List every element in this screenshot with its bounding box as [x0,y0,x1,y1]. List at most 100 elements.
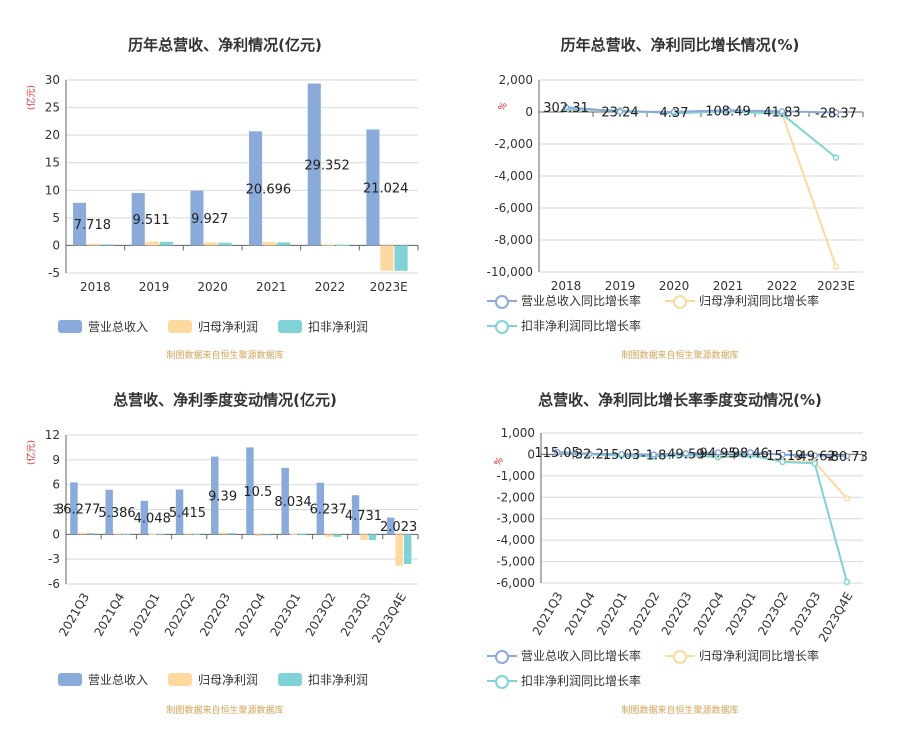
bar-chart-annual: -5 0 5 10 15 20 25 30 2018 2019 2020 2021 2022 2023E 7… [45,73,419,294]
y-tick-label: -6,000 [494,201,533,215]
legend-item-nonrecurring[interactable]: 扣非净利润 [278,318,368,335]
chart-title: 总营收、净利季度变动情况(亿元) [113,391,337,409]
bar-net-profit [321,244,335,246]
bar-net-profit [204,242,218,246]
y-tick-label: 10 [45,183,60,197]
chart-panel-quarterly-growth: 总营收、净利同比增长率季度变动情况(%) % -6,000 -5,000 -4,00… [453,385,907,730]
x-tick-label: 2021Q3 [56,591,92,639]
bar-revenue [190,190,204,246]
x-tick-label: 2018 [80,280,111,294]
x-tick-label: 2019 [605,279,636,293]
line-chart-annual-growth: -10,000 -8,000 -6,000 -4,000 -2,000 0 2,000 201… [487,73,864,293]
bar-nonrecurring [87,533,95,535]
data-label: 6.237 [310,503,347,518]
bar-revenue [175,489,184,535]
bar-revenue [387,517,395,535]
x-tick-label: 2021Q4 [91,591,127,639]
data-label: 108.49 [705,104,751,119]
data-point [832,154,840,161]
legend-label: 营业总收入 [88,673,149,687]
legend-item-nonrecurring-growth[interactable]: 扣非净利润同比增长率 [487,317,641,334]
data-label: 9.39 [208,489,237,504]
legend-item-net-profit[interactable]: 归母净利润 [168,318,258,335]
source-note: 制图数据来自恒生聚源数据库 [621,706,739,716]
line-chart-quarterly-growth: -6,000 -5,000 -4,000 -3,000 -2,000 -1,000 0 1,0… [496,426,868,644]
data-point [832,109,840,116]
legend-label: 归母净利润同比增长率 [699,294,820,308]
legend-item-revenue[interactable]: 营业总收入 [58,318,148,335]
y-tick-label: -5,000 [496,555,535,569]
x-tick-label: 2023Q1 [723,590,759,638]
data-label: 29.352 [304,159,350,174]
data-label: 10.5 [243,485,272,500]
series-line-net-profit [565,108,837,267]
data-point [650,451,657,458]
x-tick-label: 2023Q2 [755,590,791,638]
data-point [843,452,851,460]
y-tick-label: 15 [45,156,60,170]
legend-swatch [487,294,517,309]
x-tick-label: 2023Q3 [338,591,374,639]
data-point [618,450,625,458]
y-tick-label: 12 [45,428,60,442]
bar-net-profit [263,242,277,246]
chart-panel-annual-growth: 历年总营收、净利同比增长情况(%) % -10,000 -8,000 -6,000-… [453,30,907,370]
data-label: 21.024 [363,181,409,196]
y-tick-label: -6 [48,577,60,591]
data-point [811,460,818,467]
y-tick-label: 0 [525,105,533,119]
legend-swatch [168,320,192,333]
y-tick-label: -5 [48,266,60,280]
data-point [747,449,754,456]
data-label: 6.277 [63,502,100,517]
data-point [779,458,786,466]
bar-nonrecurring [218,242,232,246]
bar-revenue [351,495,360,535]
legend-item-revenue[interactable]: 营业总收入 [58,671,148,688]
bar-revenue [249,131,263,246]
legend-swatch [487,674,517,689]
legend-label: 营业总收入同比增长率 [521,294,642,308]
bar-net-profit [395,534,403,566]
x-tick-label: 2021Q3 [530,590,566,638]
bar-revenue [73,202,87,246]
legend-item-net-profit[interactable]: 归母净利润 [168,671,258,688]
data-label: 8.034 [274,495,311,510]
bar-revenue [211,456,219,535]
legend-item-revenue-growth[interactable]: 营业总收入同比增长率 [487,292,641,309]
y-tick-label: -3,000 [496,512,535,526]
data-label: 32.2 [575,448,604,463]
legend-item-net-profit-growth[interactable]: 归母净利润同比增长率 [665,292,819,309]
source-note: 制图数据来自恒生聚源数据库 [166,351,284,361]
y-tick-label: 0 [527,447,535,461]
data-label: 302.31 [543,101,589,116]
bar-nonrecurring [333,534,341,537]
bar-nonrecurring [192,533,201,535]
data-point [670,108,678,116]
bar-nonrecurring [101,244,115,246]
x-tick-label: 2022Q4 [232,591,268,639]
data-point [553,448,561,456]
data-label: -1.8 [641,448,666,463]
legend-label: 扣非净利润 [308,320,369,334]
legend-item-net-profit-growth[interactable]: 归母净利润同比增长率 [665,647,819,664]
data-label: 23.24 [601,106,638,121]
y-tick-label: 0 [52,527,60,541]
bar-revenue [140,500,149,535]
bar-net-profit [145,241,159,246]
bar-revenue [70,482,78,535]
chart-title: 历年总营收、净利情况(亿元) [128,36,322,54]
data-label: 2.023 [380,520,417,535]
legend-item-revenue-growth[interactable]: 营业总收入同比增长率 [487,647,641,664]
legend-item-nonrecurring-growth[interactable]: 扣非净利润同比增长率 [487,672,641,689]
legend-swatch [278,673,302,686]
bar-revenue [307,83,321,246]
legend-label: 归母净利润 [198,673,259,687]
series-line-nonrecurring [557,451,848,583]
legend-item-nonrecurring[interactable]: 扣非净利润 [278,671,368,688]
y-tick-label: 6 [52,478,60,492]
bar-nonrecurring [394,245,408,271]
data-point [724,107,732,114]
y-tick-label: 25 [45,101,60,115]
bar-net-profit [113,533,122,535]
